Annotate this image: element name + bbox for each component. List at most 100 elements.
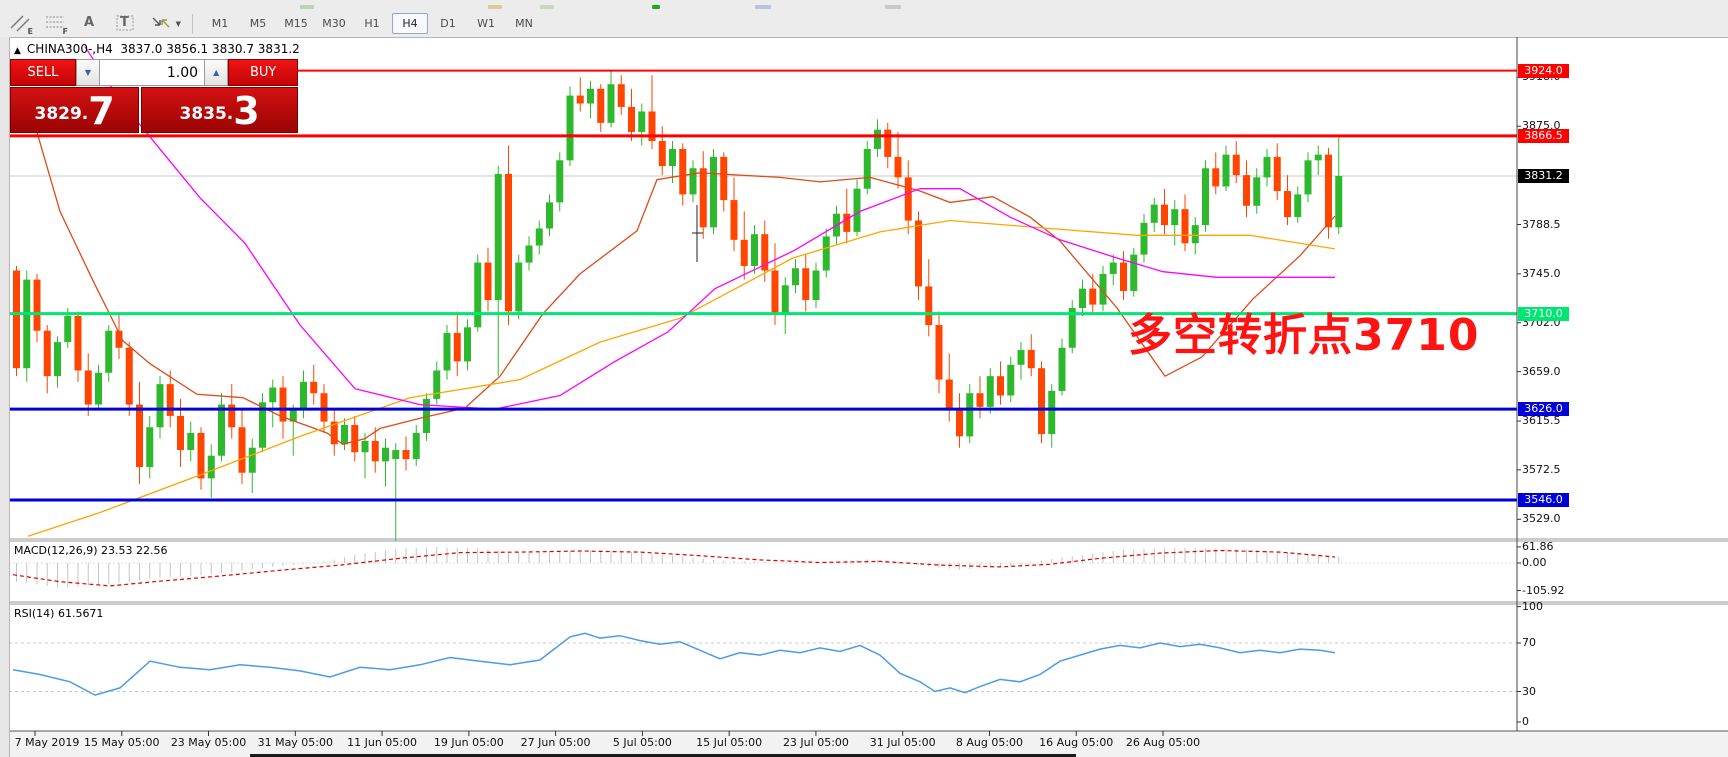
candle-body [371,440,379,462]
candle-body [986,376,994,407]
candle-body [1089,288,1097,305]
candle-body [576,95,584,104]
timeframe-button-M5[interactable]: M5 [249,17,267,30]
candle-body [771,270,779,314]
candle-body [1130,254,1138,291]
sell-button[interactable]: SELL [10,59,76,86]
candle-body [84,370,92,405]
candle-body [43,330,51,377]
window-left-frame [0,37,10,757]
candle-body [351,425,359,453]
candle-body [300,381,307,411]
candle-body [997,376,1004,396]
fibonacci-retracement-icon[interactable]: F [41,11,70,36]
candle-body [494,173,502,301]
rsi-axis-label: 0 [1522,715,1529,728]
chart-surface[interactable] [0,37,1728,757]
buy-price-display[interactable]: 3835. 3 [141,87,298,133]
candle-body [412,432,420,460]
buy-price-main: 3835. [179,104,234,124]
candle-body [505,173,512,312]
equidistant-channel-icon[interactable]: E [6,11,35,36]
dropdown-caret-icon[interactable]: ▼ [175,20,181,28]
candle-body [792,268,799,286]
candle-body [904,177,912,221]
candle-body [1120,262,1127,291]
volume-decrease-button[interactable]: ▼ [75,59,101,86]
candle-body [628,106,635,132]
candle-body [945,379,953,411]
timeframe-button-MN[interactable]: MN [515,17,533,30]
tool-letter: T [120,15,129,30]
candle-body [1181,209,1189,244]
buy-button[interactable]: BUY [228,59,298,86]
candle-body [1191,225,1199,244]
timeframe-button-M30[interactable]: M30 [322,17,346,30]
candle-body [894,156,902,178]
date-label: 26 Aug 05:00 [1125,736,1201,749]
ma-medium-line[interactable] [27,219,1336,537]
ma-fast-line[interactable] [27,101,1336,446]
candle-body [679,148,687,195]
candle-body [33,279,41,331]
timeframe-button-W1[interactable]: W1 [477,17,495,30]
candle-body [74,315,82,371]
date-label: 23 May 05:00 [170,736,247,749]
candle-body [1284,190,1291,218]
candle-body [1007,364,1015,396]
spinner-down-icon: ▼ [84,68,92,77]
candle-body [587,88,594,104]
clipped-window-edge [250,754,1076,757]
candle-body [1079,288,1086,309]
candle-body [802,268,810,301]
timeframe-button-M1[interactable]: M1 [211,17,229,30]
date-label: 5 Jul 05:00 [612,736,672,749]
candle-body [1171,209,1179,226]
candle-body [638,111,646,132]
candle-body [935,325,943,380]
candle-body [740,239,748,266]
candle-body [443,332,451,371]
candle-body [669,148,676,167]
timeframe-button-H1[interactable]: H1 [364,17,380,30]
candle-body [136,404,143,468]
text-label-tool-icon[interactable]: T [111,11,140,36]
candle-body [1048,390,1056,435]
candle-body [1222,154,1230,187]
arrow-tools-icon[interactable]: ▼ [146,11,182,36]
toolbar-fragment [755,5,771,9]
rsi-axis-label: 100 [1522,599,1543,613]
sell-price-main: 3829. [34,104,89,124]
candle-body [1232,154,1240,176]
price-tick-label: 3615.5 [1522,414,1561,428]
text-tool-icon[interactable]: A [76,11,105,36]
candle-body [761,234,769,271]
candle-body [689,168,697,195]
date-label: 7 May 2019 [14,736,80,749]
date-label: 27 Jun 05:00 [520,736,591,749]
volume-increase-button[interactable]: ▲ [204,59,229,86]
ma-slow-line[interactable] [84,46,1335,410]
candle-body [125,347,133,405]
candle-body [1273,156,1281,191]
timeframe-button-D1[interactable]: D1 [440,17,456,30]
timeframe-button-M15[interactable]: M15 [284,17,308,30]
rsi-indicator-label: RSI(14) 61.5671 [14,607,104,620]
spinner-up-icon: ▲ [213,68,220,77]
candle-body [1243,175,1250,206]
chart-text-annotation[interactable]: 多空转折点3710 [1128,310,1480,361]
toolbar-fragment [885,5,901,9]
candle-body [218,404,225,456]
sell-price-display[interactable]: 3829. 7 [10,87,140,133]
volume-input[interactable] [100,59,205,86]
candle-body [1325,154,1332,228]
candle-body [1314,154,1322,161]
timeframe-button-H4[interactable]: H4 [392,13,428,34]
collapse-chart-icon[interactable]: ▲ [14,46,21,56]
chart-symbol-title: ▲ CHINA300-,H4 3837.0 3856.1 3830.7 3831.… [14,42,300,56]
candle-body [1058,347,1066,391]
candle-body [392,450,400,460]
candle-body [464,327,471,362]
tool-letter: E [27,27,33,36]
candle-body [648,111,656,142]
